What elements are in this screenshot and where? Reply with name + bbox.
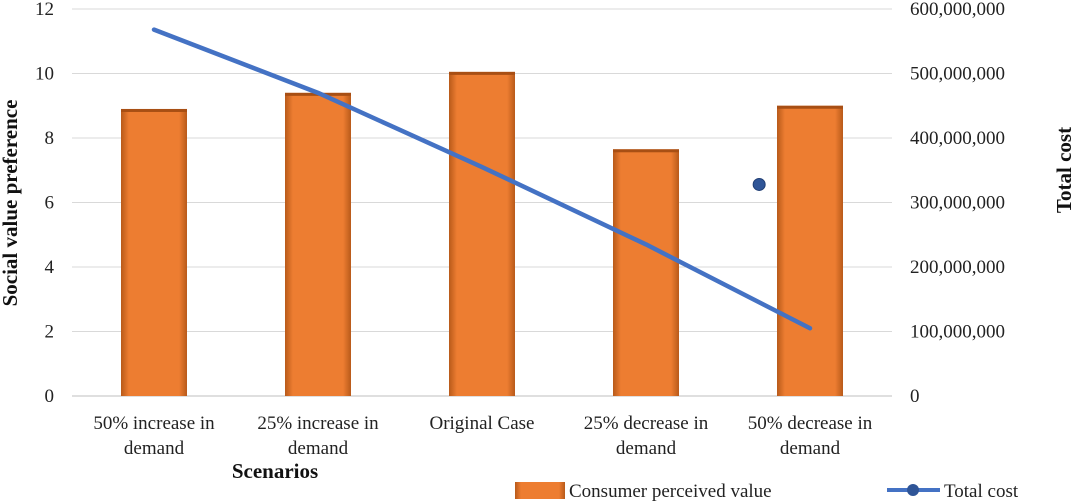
y-tick-label: 4 (45, 257, 55, 278)
bar-top-edge (777, 105, 843, 109)
x-category-label: demand (288, 438, 349, 459)
y-tick-label: 6 (45, 193, 55, 214)
y2-tick-label: 500,000,000 (910, 64, 1005, 85)
y-tick-label: 8 (45, 128, 55, 149)
x-axis-title: Scenarios (232, 459, 318, 483)
y2-tick-label: 400,000,000 (910, 128, 1005, 149)
y2-tick-label: 300,000,000 (910, 193, 1005, 214)
y2-tick-label: 100,000,000 (910, 322, 1005, 343)
y-axis-ticks: 0 2 4 6 8 10 12 (35, 0, 55, 407)
x-category-label: 25% decrease in (584, 413, 709, 434)
bar (121, 108, 187, 396)
legend-label-bar: Consumer perceived value (569, 481, 772, 502)
y-tick-label: 12 (35, 0, 54, 20)
y-axis-title: Social value preference (0, 100, 22, 307)
legend: Consumer perceived value Total cost (515, 481, 1019, 502)
y-tick-label: 2 (45, 322, 55, 343)
bar (777, 105, 843, 396)
y2-tick-label: 0 (910, 386, 920, 407)
total-cost-marker (752, 177, 766, 191)
y2-tick-label: 600,000,000 (910, 0, 1005, 20)
bar (449, 71, 515, 396)
x-category-label: 50% decrease in (748, 413, 873, 434)
y2-axis-ticks: 0 100,000,000 200,000,000 300,000,000 400,00… (910, 0, 1005, 407)
bar-top-edge (613, 149, 679, 153)
y2-axis-title: Total cost (1052, 127, 1076, 213)
x-category-label: demand (616, 438, 677, 459)
bar-series (121, 71, 843, 396)
x-category-label: 50% increase in (93, 413, 215, 434)
bar (285, 92, 351, 396)
bar (613, 149, 679, 396)
y2-tick-label: 200,000,000 (910, 257, 1005, 278)
y-tick-label: 10 (35, 64, 54, 85)
bar-top-edge (449, 71, 515, 75)
legend-swatch-bar (515, 482, 565, 499)
x-axis-categories: 50% increase in demand 25% increase in dema… (93, 413, 872, 459)
x-category-label: demand (124, 438, 185, 459)
y-tick-label: 0 (45, 386, 55, 407)
legend-swatch-marker (907, 484, 919, 496)
total-cost-line (151, 27, 813, 331)
line-series (151, 27, 813, 331)
x-category-label: demand (780, 438, 841, 459)
x-category-label: 25% increase in (257, 413, 379, 434)
bar-top-edge (121, 108, 187, 112)
legend-label-line: Total cost (944, 481, 1019, 502)
x-category-label: Original Case (429, 413, 534, 434)
